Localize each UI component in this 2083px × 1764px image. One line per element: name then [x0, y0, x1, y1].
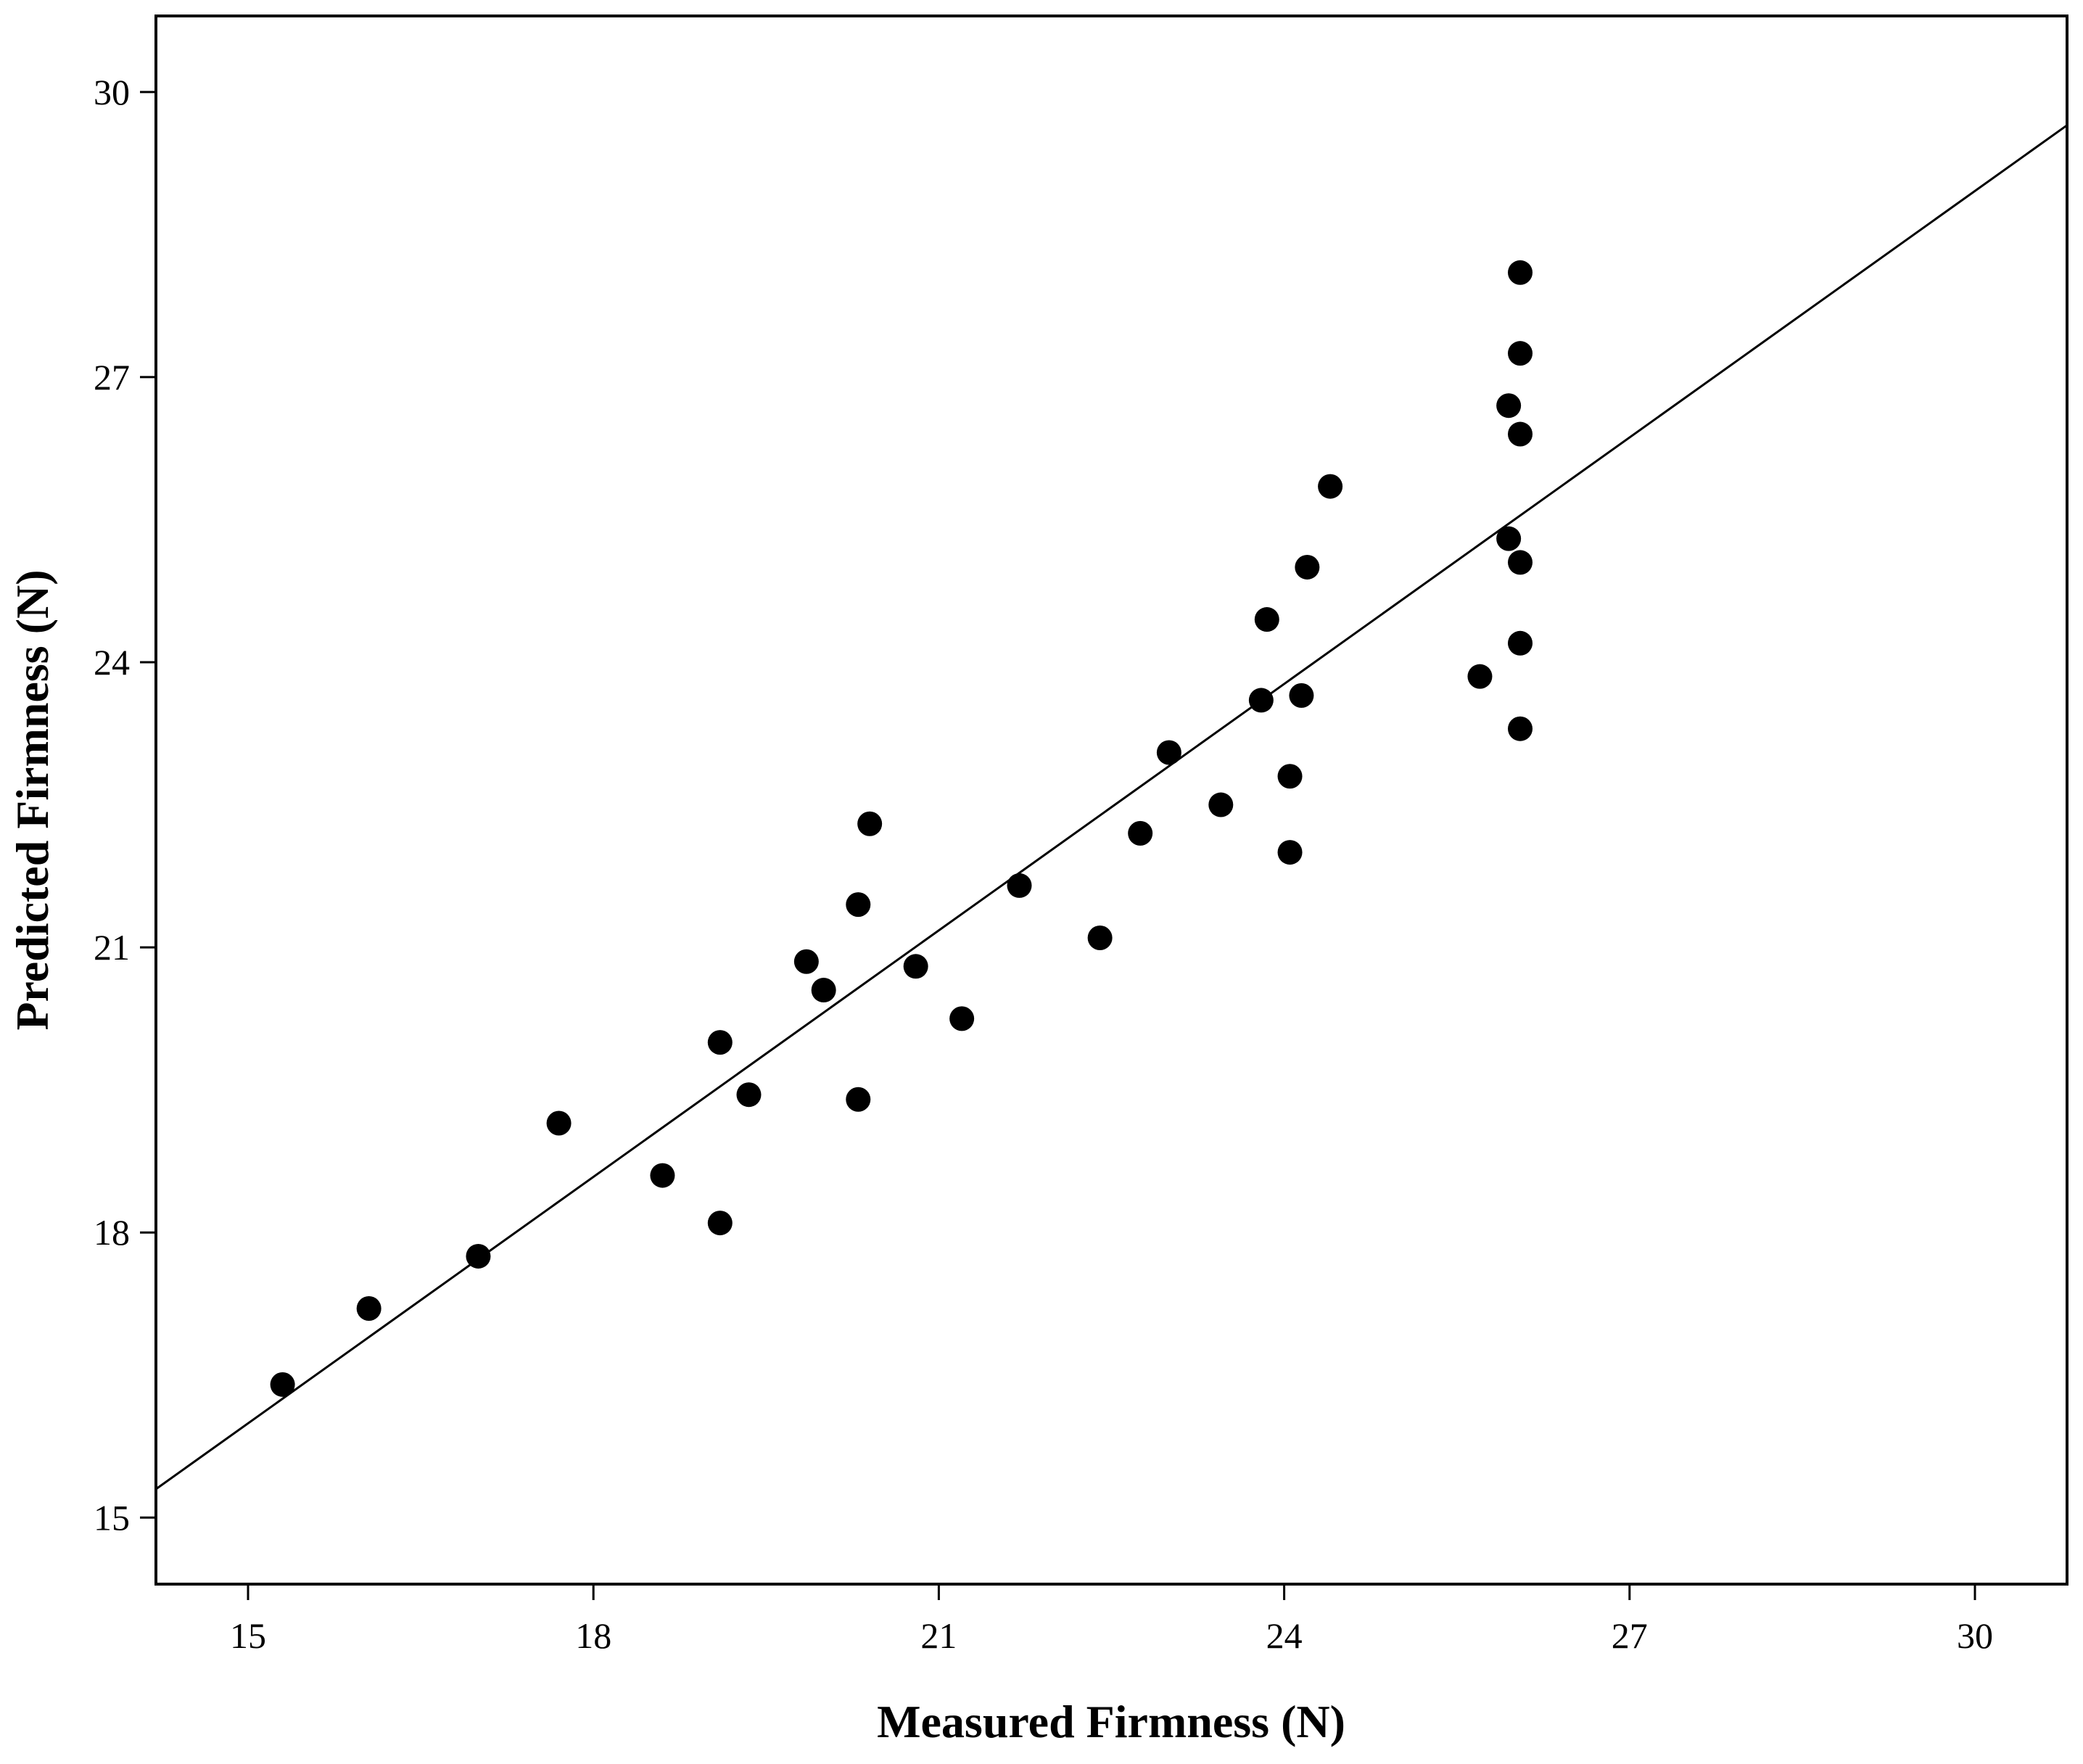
data-point — [793, 949, 819, 974]
data-point — [1318, 474, 1343, 499]
data-point — [466, 1243, 491, 1269]
data-point — [356, 1296, 381, 1322]
data-points — [270, 260, 1533, 1397]
data-point — [857, 811, 883, 836]
regression-line — [155, 124, 2068, 1491]
data-point — [270, 1372, 295, 1397]
data-point — [1496, 526, 1522, 551]
x-axis-ticks — [247, 1584, 1976, 1600]
data-point — [546, 1110, 572, 1136]
x-tick-label: 15 — [230, 1615, 266, 1656]
data-point — [1508, 716, 1533, 741]
data-point — [846, 1087, 871, 1112]
data-point — [736, 1082, 762, 1108]
data-point — [1508, 550, 1533, 575]
y-axis-tick-labels: 15 18 21 24 27 30 — [94, 72, 130, 1538]
data-point — [1467, 664, 1493, 689]
data-point — [1128, 820, 1153, 846]
data-point — [1289, 683, 1314, 708]
y-axis-title: Predicted Firmness (N) — [7, 569, 58, 1030]
data-point — [1508, 260, 1533, 285]
data-point — [811, 978, 836, 1003]
data-point — [1087, 925, 1113, 950]
data-point — [1277, 840, 1303, 865]
y-tick-label: 24 — [94, 642, 130, 683]
y-tick-label: 18 — [94, 1212, 130, 1253]
y-tick-label: 21 — [94, 927, 130, 968]
x-tick-label: 18 — [575, 1615, 611, 1656]
plot-frame — [154, 15, 2068, 1586]
y-tick-label: 30 — [94, 72, 130, 112]
x-tick-label: 24 — [1266, 1615, 1303, 1656]
y-axis-ticks — [140, 91, 156, 1519]
data-point — [707, 1030, 733, 1055]
x-axis-tick-labels: 15 18 21 24 27 30 — [230, 1615, 1993, 1656]
y-tick-label: 27 — [94, 357, 130, 397]
data-point — [707, 1211, 733, 1236]
data-point — [1508, 630, 1533, 656]
data-point — [1208, 792, 1234, 817]
x-tick-label: 27 — [1612, 1615, 1648, 1656]
x-axis-title: Measured Firmness (N) — [877, 1696, 1345, 1747]
data-point — [1508, 421, 1533, 447]
data-point — [1496, 393, 1522, 419]
data-point — [949, 1006, 975, 1031]
data-point — [903, 954, 928, 979]
data-point — [1254, 607, 1279, 632]
data-point — [846, 892, 871, 918]
x-tick-label: 30 — [1957, 1615, 1993, 1656]
y-tick-label: 15 — [94, 1497, 130, 1538]
x-tick-label: 21 — [920, 1615, 957, 1656]
data-point — [1277, 764, 1303, 789]
data-point — [1295, 554, 1320, 580]
data-point — [1248, 688, 1274, 713]
data-point — [650, 1163, 675, 1188]
data-point — [1156, 740, 1181, 765]
data-point — [1508, 341, 1533, 366]
data-point — [1007, 873, 1032, 898]
